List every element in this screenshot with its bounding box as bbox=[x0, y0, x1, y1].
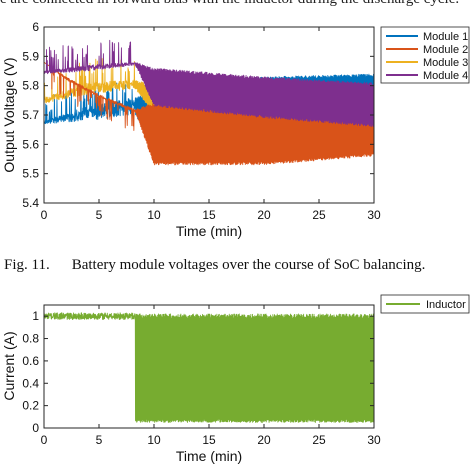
current-x-tick-label: 10 bbox=[147, 433, 161, 447]
voltage-y-ticks: 5.4 5.5 5.6 5.7 5.8 5.9 6 bbox=[22, 20, 374, 210]
voltage-y-tick-label: 5.9 bbox=[22, 49, 39, 63]
current-y-tick-label: 0.2 bbox=[22, 399, 39, 413]
current-y-tick-label: 0.6 bbox=[22, 354, 39, 368]
series-line-module-4 bbox=[44, 39, 374, 127]
voltage-x-tick-label: 30 bbox=[367, 208, 381, 222]
voltage-y-tick-label: 6 bbox=[32, 20, 39, 34]
voltage-legend: Module 1 Module 2 Module 3 Module 4 bbox=[380, 26, 470, 84]
voltage-y-tick-label: 5.5 bbox=[22, 167, 39, 181]
current-x-ticks: 0 5 10 15 20 25 30 bbox=[41, 305, 381, 447]
voltage-y-tick-label: 5.8 bbox=[22, 79, 39, 93]
current-x-tick-label: 20 bbox=[257, 433, 271, 447]
voltage-y-tick-label: 5.4 bbox=[22, 196, 39, 210]
voltage-x-tick-label: 0 bbox=[41, 208, 48, 222]
voltage-y-tick-label: 5.7 bbox=[22, 108, 39, 122]
voltage-x-tick-label: 25 bbox=[312, 208, 326, 222]
preceding-paragraph-fragment: e are connected in forward bias with the… bbox=[0, 0, 474, 8]
current-y-tick-label: 0.8 bbox=[22, 332, 39, 346]
series-line-inductor bbox=[44, 312, 374, 428]
voltage-x-tick-label: 15 bbox=[202, 208, 216, 222]
current-y-tick-label: 1 bbox=[32, 309, 39, 323]
legend-label-inductor: Inductor bbox=[426, 299, 466, 311]
voltage-chart: 0 5 10 15 20 25 30 5.4 5.5 5.6 5.7 5.8 5.9 6 Time (m… bbox=[1, 20, 470, 239]
current-legend-box bbox=[380, 294, 470, 314]
voltage-y-tick-label: 5.6 bbox=[22, 137, 39, 151]
legend-label-module-3: Module 3 bbox=[423, 57, 468, 69]
current-y-ticks: 0 0.2 0.4 0.6 0.8 1 bbox=[22, 309, 374, 435]
caption-text: Battery module voltages over the course … bbox=[71, 257, 426, 273]
voltage-x-axis-label: Time (min) bbox=[176, 223, 242, 239]
legend-label-module-1: Module 1 bbox=[423, 31, 468, 43]
current-legend: Inductor bbox=[380, 294, 470, 314]
current-x-tick-label: 25 bbox=[312, 433, 326, 447]
current-chart: 0 5 10 15 20 25 30 0 0.2 0.4 0.6 0.8 1 Time (min) C… bbox=[1, 294, 470, 464]
voltage-y-axis-label: Output Voltage (V) bbox=[1, 57, 17, 172]
current-y-tick-label: 0.4 bbox=[22, 376, 39, 390]
voltage-series-group bbox=[44, 39, 374, 166]
current-x-tick-label: 5 bbox=[96, 433, 103, 447]
current-series-group bbox=[44, 312, 374, 428]
legend-label-module-2: Module 2 bbox=[423, 44, 468, 56]
voltage-x-tick-label: 5 bbox=[96, 208, 103, 222]
current-x-axis-label: Time (min) bbox=[176, 448, 242, 464]
current-x-tick-label: 30 bbox=[367, 433, 381, 447]
caption-number: Fig. 11. bbox=[4, 257, 50, 273]
voltage-x-tick-label: 20 bbox=[257, 208, 271, 222]
current-y-axis-label: Current (A) bbox=[1, 331, 17, 400]
voltage-x-tick-label: 10 bbox=[147, 208, 161, 222]
current-y-tick-label: 0 bbox=[32, 421, 39, 435]
legend-label-module-4: Module 4 bbox=[423, 70, 468, 82]
figure-caption: Fig. 11. Battery module voltages over the… bbox=[4, 257, 474, 274]
current-x-tick-label: 0 bbox=[41, 433, 48, 447]
voltage-x-ticks: 0 5 10 15 20 25 30 bbox=[41, 27, 381, 222]
current-x-tick-label: 15 bbox=[202, 433, 216, 447]
